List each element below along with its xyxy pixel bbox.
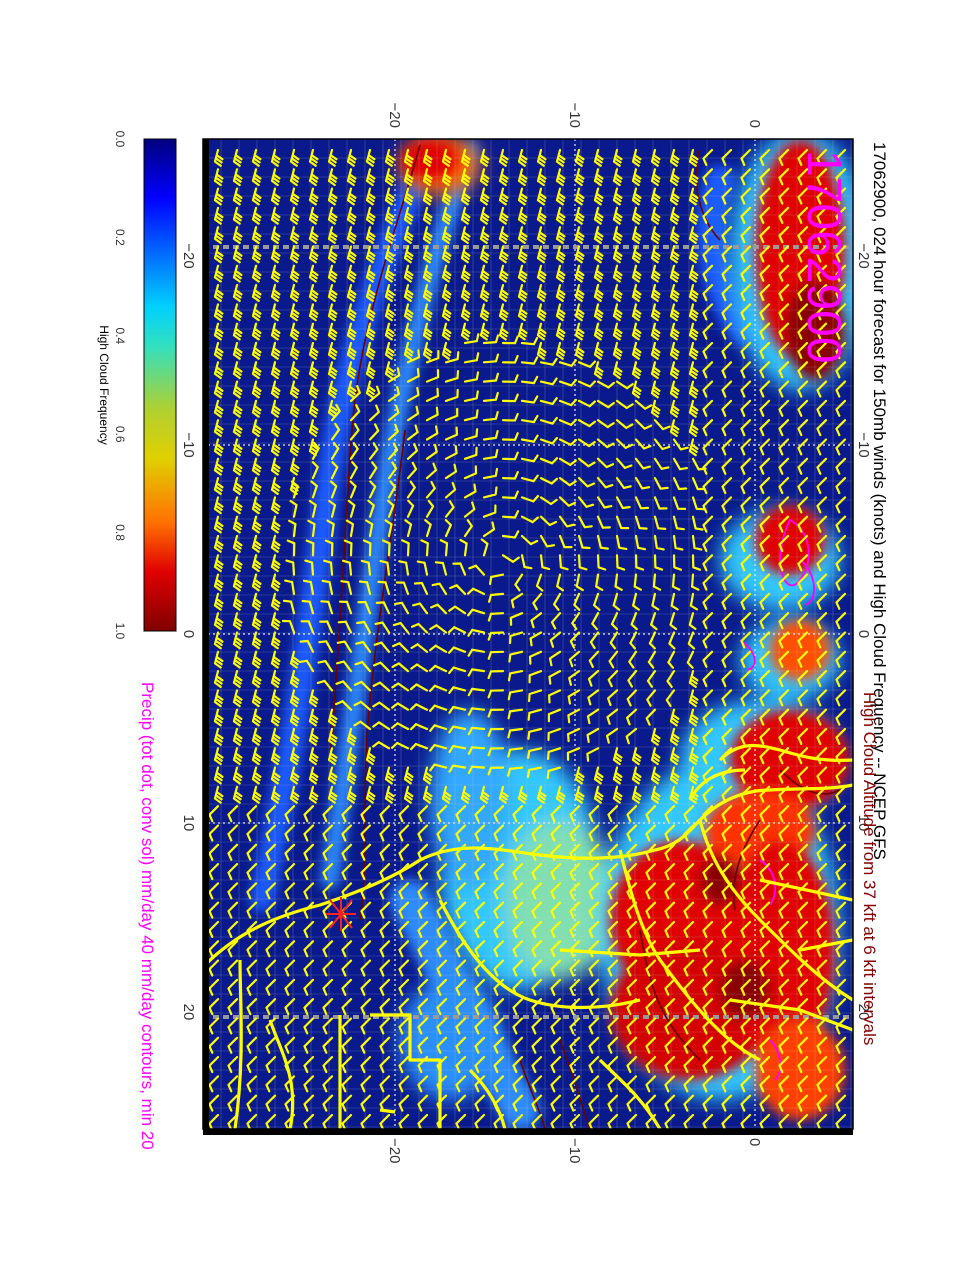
colorbar-tick-label: 1.0 xyxy=(113,623,127,640)
lat-tick-label: −10 xyxy=(566,103,583,128)
colorbar-tick-label: 0.8 xyxy=(113,524,127,541)
major-grid xyxy=(203,139,853,1129)
colorbar-label: High Cloud Frequency xyxy=(97,325,111,444)
tropic-lines xyxy=(203,245,853,1019)
colorbar: 0.0 0.2 0.4 0.6 0.8 1.0 High Cloud Frequency xyxy=(97,131,177,640)
map-panel xyxy=(202,138,854,1135)
colorbar-tick-label: 0.6 xyxy=(113,426,127,443)
latitude-ticks-bottom: −20 −10 0 xyxy=(386,1138,763,1163)
lon-tick-label: 10 xyxy=(855,815,872,832)
wind-barb-pattern xyxy=(208,148,847,1129)
coastlines xyxy=(203,743,853,1129)
date-stamp: 17062900 xyxy=(797,150,850,364)
lon-tick-label: 0 xyxy=(855,630,872,638)
lon-tick-label: 20 xyxy=(855,1004,872,1021)
colorbar-tick-label: 0.2 xyxy=(113,229,127,246)
lat-tick-label: 0 xyxy=(746,1138,763,1146)
figure-title: 17062900, 024 hour forecast for 150mb wi… xyxy=(870,142,889,860)
colorbar-tick-label: 0.4 xyxy=(113,327,127,344)
lon-tick-label: −20 xyxy=(180,243,197,268)
colorbar-tick-label: 0.0 xyxy=(113,131,127,148)
lon-tick-label: −20 xyxy=(855,243,872,268)
longitude-ticks-right: −20 −10 0 10 20 xyxy=(855,243,872,1020)
precip-contours xyxy=(739,518,815,1081)
lon-tick-label: −10 xyxy=(180,432,197,457)
colorbar-ticks: 0.0 0.2 0.4 0.6 0.8 1.0 xyxy=(113,131,127,640)
lat-tick-label: 0 xyxy=(746,120,763,128)
map-frame-bottom xyxy=(203,1129,853,1135)
lat-tick-label: −20 xyxy=(386,1138,403,1163)
wind-barbs xyxy=(208,148,847,1129)
lat-tick-label: −10 xyxy=(566,1138,583,1163)
subtitle-precip: Precip (tot dot, conv sol) mm/day 40 mm/… xyxy=(138,682,157,1150)
longitude-ticks-left: −20 −10 0 10 20 xyxy=(180,243,197,1020)
lon-tick-label: 10 xyxy=(180,815,197,832)
lon-tick-label: 20 xyxy=(180,1004,197,1021)
lat-tick-label: −20 xyxy=(386,103,403,128)
map-frame-left xyxy=(203,139,209,1129)
subtitle-cloud-altitude: High Cloud Altitude from 37 kft at 6 kft… xyxy=(860,692,879,1045)
location-marker-star xyxy=(326,897,356,931)
lon-tick-label: −10 xyxy=(855,432,872,457)
latitude-ticks-top: −20 −10 0 xyxy=(386,103,763,128)
lon-tick-label: 0 xyxy=(180,630,197,638)
